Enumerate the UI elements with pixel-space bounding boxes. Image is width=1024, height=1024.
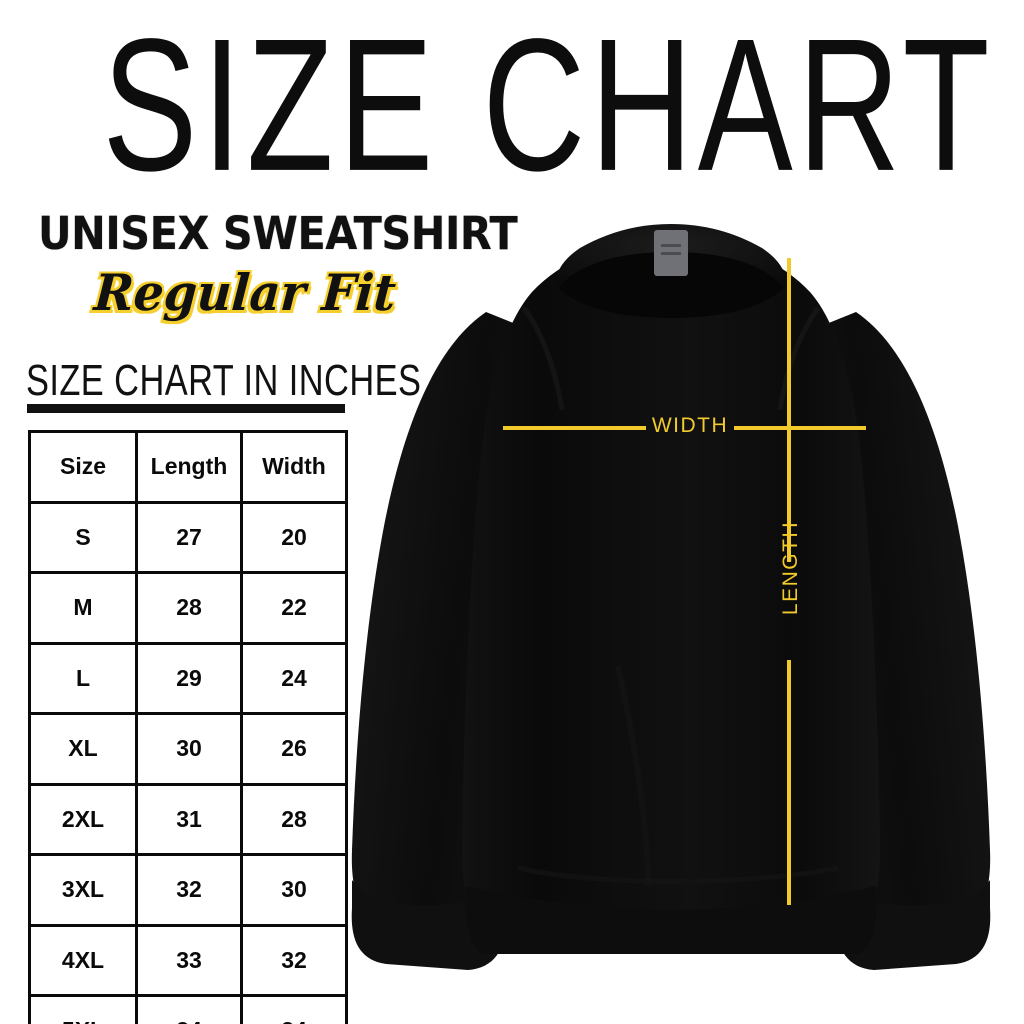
cell-width: 32 [240, 923, 348, 997]
width-measure-line-left [503, 426, 646, 430]
table-header-row: Size Length Width [28, 430, 348, 504]
length-label-backdrop [783, 562, 796, 660]
cell-size: 5XL [28, 994, 138, 1024]
cell-length: 30 [135, 712, 243, 786]
length-measure-label: LENGTH [779, 520, 802, 616]
cell-size: S [28, 500, 138, 574]
fold-body-center [615, 665, 651, 887]
cell-length: 33 [135, 923, 243, 997]
fold-right-shoulder [777, 306, 821, 411]
cell-size: XL [28, 712, 138, 786]
units-heading-underline [27, 404, 345, 413]
cell-width: 22 [240, 571, 348, 645]
cell-length: 31 [135, 782, 243, 856]
size-chart-table: Size Length Width S 27 20 M 28 22 L 29 2… [28, 430, 348, 1024]
table-row: 4XL 33 32 [28, 923, 348, 997]
sweatshirt-illustration [318, 196, 1024, 1006]
waistband [465, 886, 877, 954]
column-header-width: Width [240, 430, 348, 504]
width-measure-line-right [734, 426, 866, 430]
column-header-size: Size [28, 430, 138, 504]
cell-size: L [28, 641, 138, 715]
table-row: M 28 22 [28, 571, 348, 645]
collar [555, 224, 787, 288]
table-row: S 27 20 [28, 500, 348, 574]
table-row: 2XL 31 28 [28, 782, 348, 856]
units-heading: SIZE CHART IN INCHES [26, 357, 422, 405]
cell-length: 28 [135, 571, 243, 645]
cell-length: 29 [135, 641, 243, 715]
cell-size: 3XL [28, 853, 138, 927]
neck-label-text [661, 244, 681, 247]
cell-width: 20 [240, 500, 348, 574]
cell-length: 34 [135, 994, 243, 1024]
cell-width: 26 [240, 712, 348, 786]
cell-size: 4XL [28, 923, 138, 997]
product-type-label: UNISEX SWEATSHIRT [38, 207, 518, 260]
cell-width: 30 [240, 853, 348, 927]
cell-width: 24 [240, 641, 348, 715]
shirt-body [461, 238, 881, 928]
cell-length: 32 [135, 853, 243, 927]
neck-label-text-2 [661, 252, 681, 255]
cell-width: 28 [240, 782, 348, 856]
fold-hem [517, 865, 839, 884]
table-row: L 29 24 [28, 641, 348, 715]
fold-left-shoulder [521, 306, 565, 411]
column-header-length: Length [135, 430, 243, 504]
table-row: XL 30 26 [28, 712, 348, 786]
page-title: SIZE CHART [102, 0, 995, 211]
table-row: 3XL 32 30 [28, 853, 348, 927]
collar-opening [558, 252, 784, 318]
cell-size: 2XL [28, 782, 138, 856]
cell-width: 34 [240, 994, 348, 1024]
cell-size: M [28, 571, 138, 645]
table-row: 5XL 34 34 [28, 994, 348, 1024]
cell-length: 27 [135, 500, 243, 574]
width-measure-label: WIDTH [651, 414, 729, 437]
